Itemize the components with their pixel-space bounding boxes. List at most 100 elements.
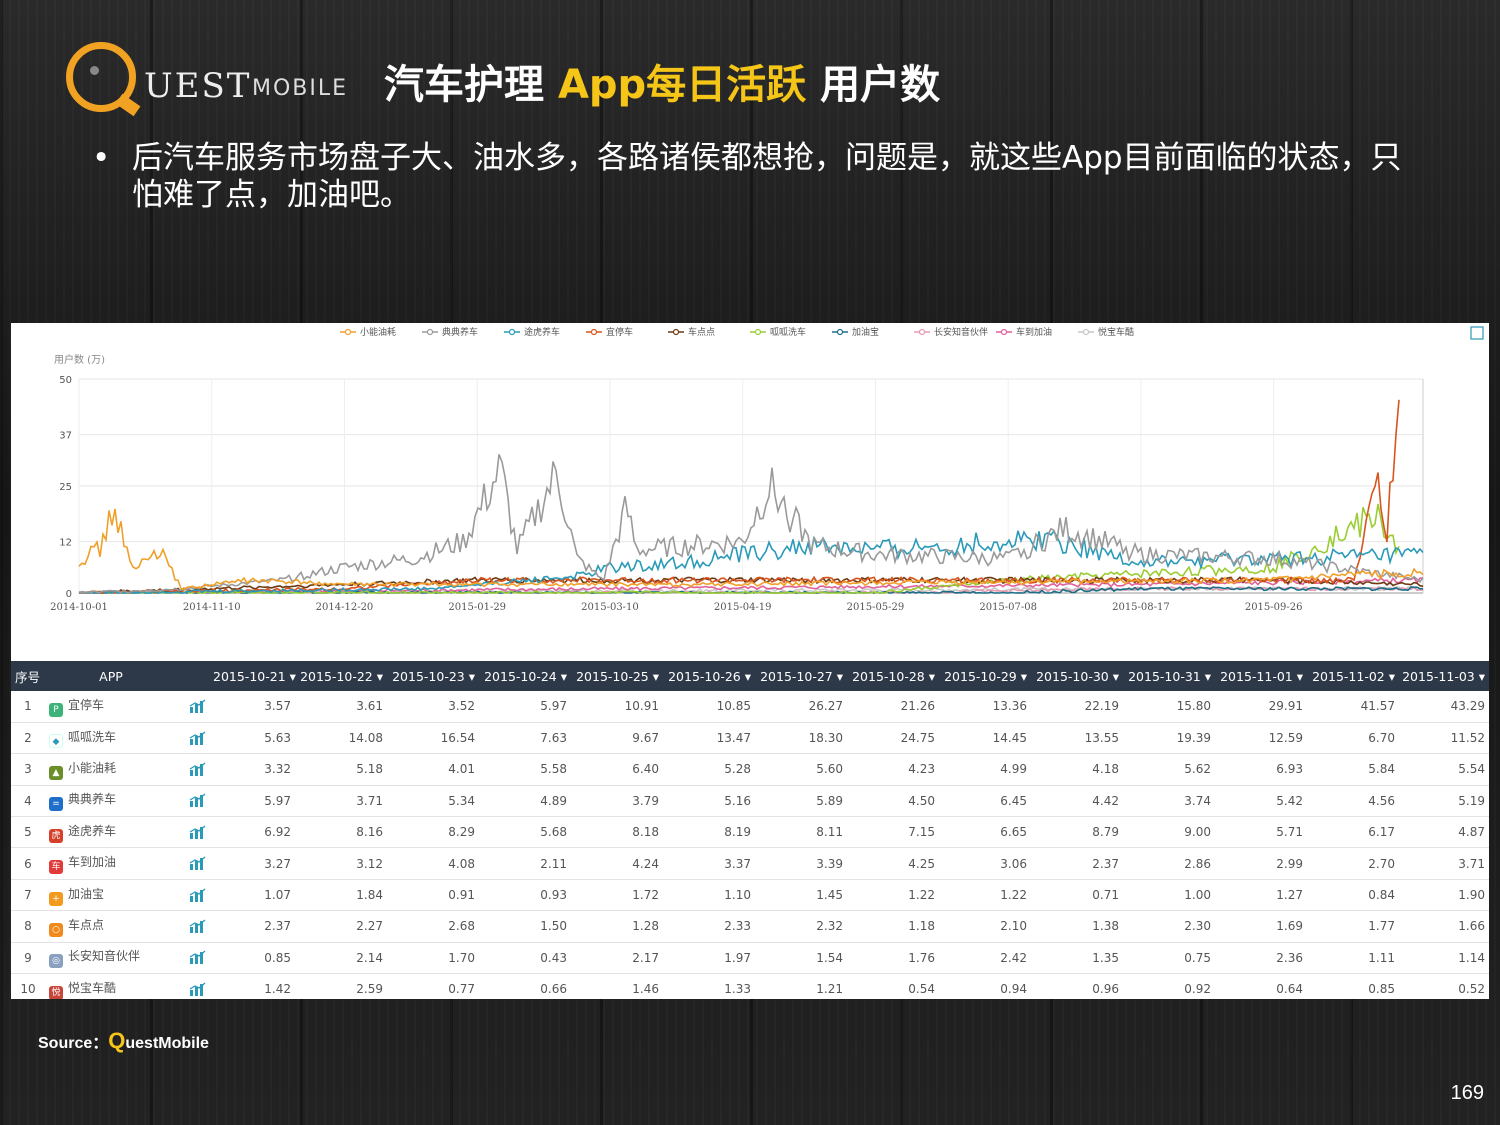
value-cell: 22.19 — [1084, 699, 1119, 714]
value-cell: 0.96 — [1092, 982, 1119, 997]
bullet-text: 后汽车服务市场盘子大、油水多，各路诸侯都想抢，问题是，就这些App目前面临的状态… — [132, 140, 1402, 213]
value-cell: 2.17 — [632, 950, 659, 965]
value-cell: 6.40 — [632, 762, 659, 777]
col-header-date[interactable]: 2015-10-31 ▾ — [1128, 668, 1211, 684]
value-cell: 2.33 — [724, 919, 751, 934]
trend-cell[interactable] — [183, 817, 213, 848]
legend-label: 悦宝车酷 — [1098, 326, 1134, 338]
trend-cell[interactable] — [183, 785, 213, 816]
value-cell: 7.63 — [540, 731, 567, 746]
col-header-date[interactable]: 2015-10-24 ▾ — [484, 668, 567, 684]
trend-cell[interactable] — [183, 722, 213, 753]
value-cell: 1.07 — [264, 888, 291, 903]
value-cell: 0.71 — [1092, 888, 1119, 903]
value-cell: 1.22 — [1000, 888, 1027, 903]
app-cell[interactable]: 悦悦宝车酷 — [45, 974, 183, 999]
value-cell: 2.68 — [448, 919, 475, 934]
value-cell: 4.24 — [632, 856, 659, 871]
col-header-date[interactable]: 2015-11-02 ▾ — [1312, 668, 1395, 684]
value-cell: 4.23 — [908, 762, 935, 777]
table-row: 1 P 宜停车 3.57 3.61 3.52 5.97 10.91 10.85 26.27 21.2… — [11, 691, 1489, 723]
app-cell[interactable]: = 典典养车 — [45, 785, 183, 816]
app-cell[interactable]: 车车到加油 — [45, 848, 183, 879]
value-cell: 26.27 — [808, 699, 843, 714]
row-index: 2 — [24, 731, 32, 746]
value-cell: 3.79 — [632, 793, 659, 808]
value-cell: 2.42 — [1000, 950, 1027, 965]
col-header-date[interactable]: 2015-11-01 ▾ — [1220, 668, 1303, 684]
app-icon: ○ — [49, 922, 63, 937]
legend-marker — [836, 328, 844, 336]
trend-cell[interactable] — [183, 942, 213, 973]
app-icon: ◎ — [49, 954, 63, 969]
app-cell[interactable]: ◎ 长安知音伙伴 — [45, 942, 183, 973]
table-row: 3 ▲ 小能油耗 3.32 5.18 4.01 5.58 6.40 5.28 5.60 4.23 4.… — [11, 754, 1489, 786]
series-line — [78, 503, 1400, 594]
value-cell: 0.92 — [1184, 982, 1211, 997]
value-cell: 3.12 — [356, 856, 383, 871]
trend-chart-icon[interactable] — [189, 856, 207, 871]
app-cell[interactable]: ○ 车点点 — [45, 911, 183, 942]
trend-chart-icon[interactable] — [189, 793, 207, 808]
table-row: 10 悦悦宝车酷 1.42 2.59 0.77 0.66 1.46 1.33 1.21 0.54 0… — [11, 974, 1489, 999]
trend-cell[interactable] — [183, 848, 213, 879]
trend-chart-icon[interactable] — [189, 982, 207, 996]
value-cell: 2.70 — [1368, 856, 1395, 871]
col-header-date[interactable]: 2015-10-30 ▾ — [1036, 668, 1119, 684]
app-cell[interactable]: ◆ 呱呱洗车 — [45, 722, 183, 753]
trend-chart-icon[interactable] — [189, 950, 207, 965]
app-cell[interactable]: P 宜停车 — [45, 691, 183, 722]
trend-cell[interactable] — [183, 974, 213, 999]
value-cell: 0.94 — [1000, 982, 1027, 997]
col-header-date[interactable]: 2015-10-29 ▾ — [944, 668, 1027, 684]
app-cell[interactable]: 虎途虎养车 — [45, 817, 183, 848]
series-line — [78, 454, 1424, 594]
value-cell: 6.92 — [264, 825, 291, 840]
col-header-date[interactable]: 2015-10-25 ▾ — [576, 668, 659, 684]
x-tick-label: 2015-07-08 — [979, 602, 1037, 613]
trend-chart-icon[interactable] — [189, 762, 207, 776]
value-cell: 14.08 — [348, 731, 383, 746]
trend-cell[interactable] — [183, 754, 213, 785]
trend-chart-icon[interactable] — [189, 888, 207, 902]
trend-chart-icon[interactable] — [189, 699, 207, 713]
trend-chart-icon[interactable] — [189, 731, 207, 745]
value-cell: 0.84 — [1368, 888, 1395, 903]
value-cell: 3.06 — [1000, 856, 1027, 871]
trend-cell[interactable] — [183, 911, 213, 942]
value-cell: 5.84 — [1368, 762, 1395, 777]
trend-chart-icon[interactable] — [189, 825, 207, 839]
value-cell: 1.14 — [1458, 950, 1485, 965]
legend-marker — [754, 328, 762, 336]
source-q: Q — [108, 1028, 126, 1053]
dau-table: 序号 APP 2015-10-21 ▾ 2015-10-22 ▾ 2015-10-23 … — [11, 661, 1489, 999]
table-row: 2 ◆ 呱呱洗车 5.63 14.08 16.54 7.63 9.67 13.47 18.30 24… — [11, 722, 1489, 754]
col-header-date[interactable]: 2015-11-03 ▾ — [1402, 668, 1485, 684]
trend-cell[interactable] — [183, 879, 213, 910]
value-cell: 5.16 — [724, 793, 751, 808]
col-header-date[interactable]: 2015-10-26 ▾ — [668, 668, 751, 684]
value-cell: 2.37 — [1092, 856, 1119, 871]
value-cell: 3.32 — [264, 762, 291, 777]
col-header-trend — [183, 661, 213, 691]
col-header-date[interactable]: 2015-10-21 ▾ — [213, 668, 296, 684]
row-index: 3 — [24, 762, 32, 777]
value-cell: 1.70 — [448, 950, 475, 965]
value-cell: 5.19 — [1458, 793, 1485, 808]
bullet-dot: • — [92, 140, 111, 176]
value-cell: 7.15 — [908, 825, 935, 840]
value-cell: 5.28 — [724, 762, 751, 777]
col-header-date[interactable]: 2015-10-27 ▾ — [760, 668, 843, 684]
app-cell[interactable]: ▲ 小能油耗 — [45, 754, 183, 785]
trend-cell[interactable] — [183, 691, 213, 722]
col-header-date[interactable]: 2015-10-23 ▾ — [392, 668, 475, 684]
col-header-date[interactable]: 2015-10-22 ▾ — [300, 668, 383, 684]
col-header-date[interactable]: 2015-10-28 ▾ — [852, 668, 935, 684]
value-cell: 3.52 — [448, 699, 475, 714]
value-cell: 14.45 — [992, 731, 1027, 746]
trend-chart-icon[interactable] — [189, 919, 207, 933]
value-cell: 11.52 — [1450, 731, 1485, 746]
app-cell[interactable]: + 加油宝 — [45, 879, 183, 910]
value-cell: 1.38 — [1092, 919, 1119, 934]
value-cell: 3.71 — [1458, 856, 1485, 871]
